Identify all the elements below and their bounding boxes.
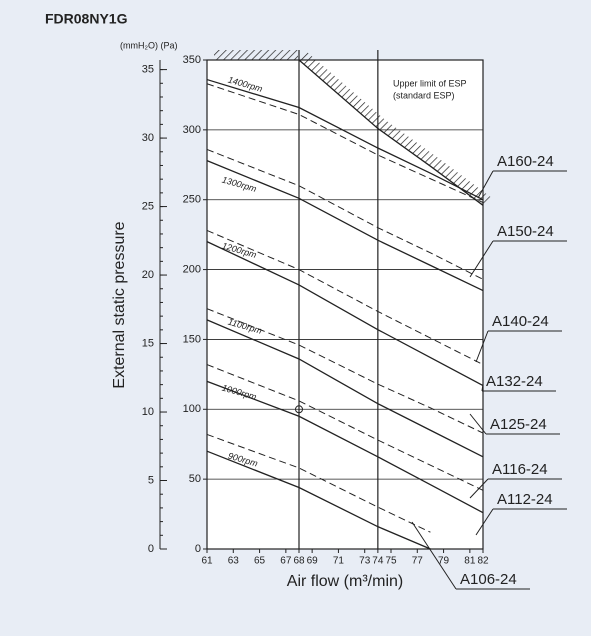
label-pointer (469, 413, 487, 435)
y2-tick-label: 35 (142, 63, 154, 75)
y-axis-label: External static pressure (111, 221, 128, 388)
model-label: A160-24 (497, 153, 554, 170)
y2-tick-label: 15 (142, 337, 154, 349)
chart-title: FDR08NY1G (45, 11, 128, 27)
model-label: A150-24 (497, 223, 554, 240)
y2-tick-label: 25 (142, 200, 154, 212)
x-tick-label: 75 (385, 556, 397, 567)
label-pointer (475, 330, 489, 363)
y2-tick-label: 20 (142, 269, 154, 281)
x-tick-label: 81 (464, 556, 476, 567)
y2-tick-label: 10 (142, 406, 154, 418)
label-pointer (411, 521, 457, 590)
label-pointer (477, 170, 494, 199)
x-tick-label: 65 (254, 556, 266, 567)
model-label: A116-24 (492, 461, 548, 478)
dashed-curve (206, 308, 484, 434)
dashed-curve (206, 364, 484, 491)
y-tick-label: 0 (195, 543, 201, 555)
x-tick-label: 63 (228, 556, 240, 567)
dashed-curve (206, 229, 484, 366)
units-label: (mmH₂O) (Pa) (120, 40, 178, 50)
label-pointer (475, 508, 494, 536)
plot-frame (206, 59, 484, 550)
model-label: A140-24 (492, 313, 549, 330)
label-pointer (469, 240, 494, 278)
plot-area (207, 60, 483, 549)
rpm-curve (206, 380, 484, 514)
dashed-curve (206, 148, 484, 280)
dashed-curve (206, 433, 431, 533)
y-tick-label: 150 (183, 333, 201, 345)
x-tick-label: 61 (201, 556, 213, 567)
model-label: A112-24 (497, 491, 553, 508)
y2-tick-label: 0 (148, 543, 154, 555)
x-tick-label: 74 (372, 556, 384, 567)
x-tick-label: 73 (359, 556, 371, 567)
y-tick-label: 300 (183, 124, 201, 136)
y-tick-label: 200 (183, 263, 201, 275)
x-tick-label: 71 (333, 556, 345, 567)
operating-point (295, 405, 303, 414)
hatch-top (214, 50, 298, 60)
limit-label: (standard ESP) (393, 90, 455, 100)
y-tick-label: 350 (183, 54, 201, 66)
model-label: A125-24 (490, 416, 547, 433)
x-tick-label: 79 (438, 556, 450, 567)
y-tick-label: 50 (189, 473, 201, 485)
model-label: A106-24 (460, 571, 517, 588)
y-tick-label: 100 (183, 403, 201, 415)
y2-tick-label: 5 (148, 474, 154, 486)
x-tick-label: 77 (412, 556, 424, 567)
x-tick-label: 68 (293, 556, 305, 567)
x-tick-label: 69 (307, 556, 319, 567)
limit-line (298, 59, 484, 206)
rpm-curve (206, 319, 484, 458)
rpm-curve (206, 241, 484, 387)
rpm-curve (206, 159, 484, 292)
limit-label: Upper limit of ESP (393, 78, 467, 88)
y2-tick-label: 30 (142, 132, 154, 144)
x-axis-label: Air flow (m³/min) (287, 573, 403, 590)
rpm-curve (206, 78, 484, 201)
model-label: A132-24 (486, 373, 543, 390)
limit-hatch (299, 52, 491, 206)
rpm-curve (206, 450, 431, 550)
x-tick-label: 67 (280, 556, 292, 567)
x-tick-label: 82 (477, 556, 489, 567)
y-tick-label: 250 (183, 194, 201, 206)
label-pointer (469, 478, 489, 499)
label-pointer (481, 383, 484, 392)
